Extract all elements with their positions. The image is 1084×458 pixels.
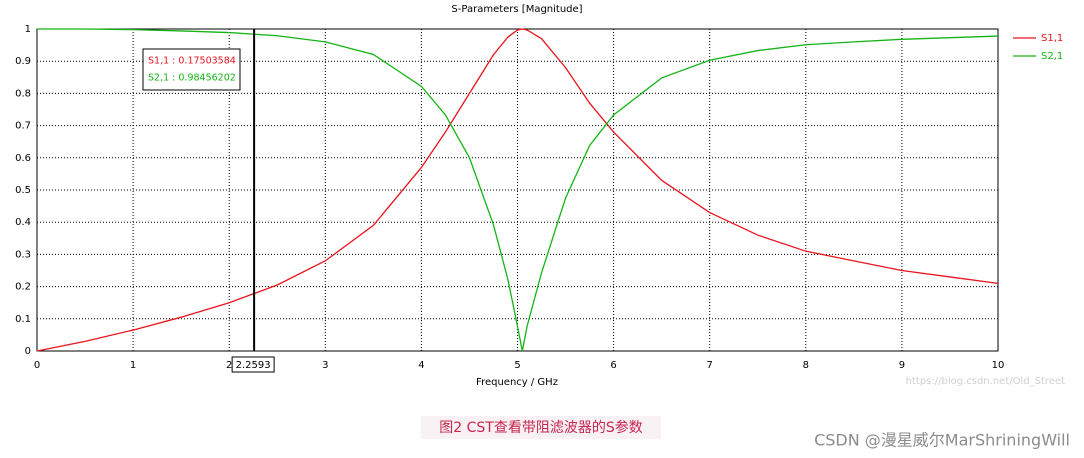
footer-watermark: CSDN @漫星威尔MarShriningWill [814, 431, 1070, 450]
y-tick-label: 0.2 [15, 282, 31, 293]
x-tick-label: 9 [899, 360, 905, 371]
x-tick-label: 6 [610, 360, 616, 371]
y-tick-label: 0 [25, 346, 31, 357]
y-tick-label: 0.6 [15, 153, 31, 164]
x-tick-label: 10 [992, 360, 1005, 371]
x-tick-label: 4 [418, 360, 424, 371]
chart-title: S-Parameters [Magnitude] [451, 4, 582, 15]
y-tick-label: 0.9 [15, 56, 31, 67]
y-tick-label: 0.1 [15, 314, 31, 325]
x-tick-label: 1 [130, 360, 136, 371]
x-tick-label: 5 [514, 360, 520, 371]
x-tick-label: 8 [803, 360, 809, 371]
annotation-box [142, 48, 241, 91]
caption: 图2 CST查看带阻滤波器的S参数 [439, 419, 642, 436]
y-tick-label: 1 [25, 24, 31, 35]
x-axis-label: Frequency / GHz [476, 377, 558, 388]
caption-bg [421, 416, 661, 439]
legend-label: S2,1 [1041, 51, 1063, 62]
url-watermark: https://blog.csdn.net/Old_Street [906, 376, 1065, 387]
x-tick-label: 0 [34, 360, 40, 371]
marker-annotation: S1,1 : 0.17503584 [148, 56, 236, 67]
marker-label-box [231, 356, 275, 373]
y-tick-label: 0.4 [15, 217, 31, 228]
y-tick-label: 0.8 [15, 88, 31, 99]
y-tick-label: 0.3 [15, 249, 31, 260]
plot-frame [36, 28, 999, 352]
x-tick-label: 3 [322, 360, 328, 371]
marker-annotation: S2,1 : 0.98456202 [148, 73, 236, 84]
y-tick-label: 0.5 [15, 185, 31, 196]
legend-label: S1,1 [1041, 33, 1063, 44]
y-tick-label: 0.7 [15, 121, 31, 132]
marker-label: 2.2593 [236, 360, 271, 371]
x-tick-label: 2 [226, 360, 232, 371]
x-tick-label: 7 [707, 360, 713, 371]
